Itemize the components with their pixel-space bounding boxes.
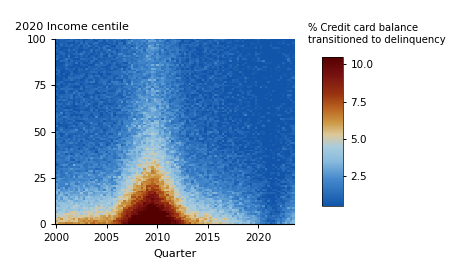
X-axis label: Quarter: Quarter bbox=[153, 249, 196, 258]
Text: % Credit card balance
transitioned to delinquency: % Credit card balance transitioned to de… bbox=[308, 23, 445, 45]
Text: 2020 Income centile: 2020 Income centile bbox=[15, 22, 128, 32]
